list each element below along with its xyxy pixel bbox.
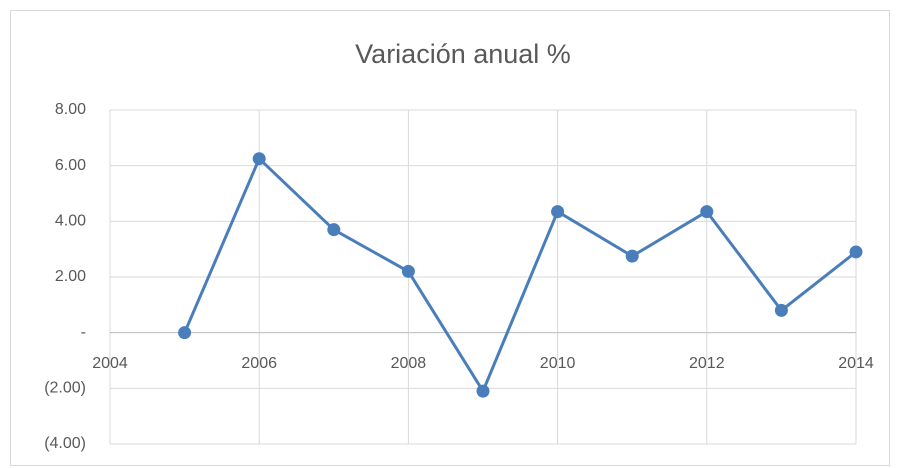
x-tick-label: 2012 <box>689 355 725 372</box>
data-point <box>700 205 714 219</box>
series-line <box>183 157 857 393</box>
data-point <box>327 223 341 237</box>
y-tick-label: (4.00) <box>44 435 86 452</box>
y-tick-label: (2.00) <box>44 380 86 397</box>
x-tick-label: 2004 <box>92 355 128 372</box>
x-tick-label: 2014 <box>838 355 874 372</box>
chart-frame <box>10 10 890 466</box>
y-tick-label: 4.00 <box>55 213 86 230</box>
x-tick-label: 2008 <box>391 355 427 372</box>
data-point <box>774 303 788 317</box>
data-point <box>849 245 863 259</box>
data-point <box>178 326 192 340</box>
data-point <box>476 384 490 398</box>
x-tick-label: 2010 <box>540 355 576 372</box>
y-tick-label: 8.00 <box>55 101 86 118</box>
y-tick-label: - <box>81 324 86 341</box>
chart-title: Variación anual % <box>355 39 571 69</box>
data-point <box>551 205 565 219</box>
y-tick-label: 6.00 <box>55 157 86 174</box>
x-tick-label: 2006 <box>241 355 277 372</box>
data-point <box>252 152 266 166</box>
data-point <box>401 264 415 278</box>
data-point <box>625 249 639 263</box>
y-tick-label: 2.00 <box>55 268 86 285</box>
